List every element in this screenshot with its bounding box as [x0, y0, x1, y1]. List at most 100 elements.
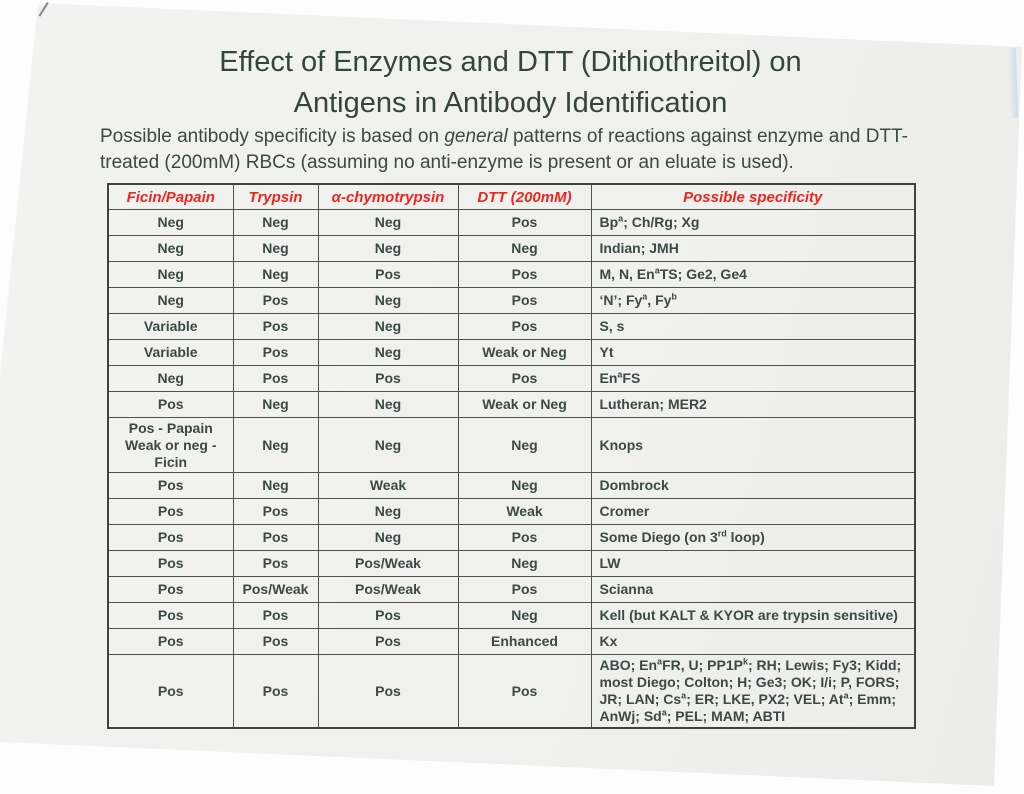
table-cell: Neg [457, 235, 592, 262]
table-row: Pos Pos Pos/Weak Neg LW [107, 550, 916, 578]
table-cell: Weak [457, 498, 592, 526]
table-cell: Pos [457, 313, 592, 340]
table-cell: Pos [232, 654, 319, 729]
table-cell: Pos/Weak [232, 576, 319, 604]
subtitle-line-1: Possible antibody specificity is based o… [100, 124, 924, 150]
table-cell: Pos [232, 498, 319, 526]
column-header: DTT (200mM) [457, 183, 592, 210]
table-cell: Neg [232, 261, 319, 288]
table-cell: Neg [107, 209, 234, 236]
table-cell: Pos [457, 524, 592, 552]
table-cell: Pos [232, 365, 319, 392]
table-cell: Weak or Neg [457, 339, 592, 366]
table-cell: Neg [107, 365, 234, 392]
table-cell: Neg [107, 235, 234, 262]
table-cell: Pos [107, 576, 234, 604]
column-header: α-chymotrypsin [317, 183, 459, 210]
table-cell: Pos [107, 472, 234, 500]
table-cell: Pos [317, 365, 459, 392]
table-row: Pos Pos/Weak Pos/Weak Pos Scianna [107, 576, 916, 604]
table-cell: Pos [317, 261, 459, 288]
table-cell: Pos [317, 602, 459, 630]
table-cell: Neg [232, 209, 319, 236]
table-cell: Some Diego (on 3rd loop) [590, 524, 916, 552]
table-cell: Pos [107, 524, 234, 552]
table-cell: Knops [590, 416, 916, 474]
table-cell: Kx [590, 628, 916, 656]
table-cell: Pos [232, 628, 319, 656]
page-title-line-1: Effect of Enzymes and DTT (Dithiothreito… [219, 46, 802, 78]
table-cell: Neg [317, 524, 459, 552]
table-cell: Neg [317, 391, 459, 418]
table-row: Variable Pos Neg Pos S, s [107, 313, 916, 340]
table-cell: LW [590, 550, 916, 578]
table-cell: ‘N’; Fya, Fyb [590, 287, 916, 314]
table-cell: Pos [457, 365, 592, 392]
table-cell: Neg [317, 209, 459, 236]
table-cell: Pos [107, 602, 234, 630]
table-cell: Neg [457, 550, 592, 578]
subtitle-text: Possible antibody specificity is based o… [100, 126, 445, 147]
table-cell: Dombrock [590, 472, 916, 500]
table-cell: Neg [317, 498, 459, 526]
table-cell: Kell (but KALT & KYOR are trypsin sensit… [590, 602, 916, 630]
table-cell: Pos [317, 654, 459, 729]
table-cell: Pos [317, 628, 459, 656]
table-cell: Neg [107, 261, 234, 288]
table-cell: Neg [317, 287, 459, 314]
table-row: Neg Pos Neg Pos ‘N’; Fya, Fyb [107, 287, 916, 314]
table-cell: Bpa; Ch/Rg; Xg [590, 209, 916, 236]
table-cell: Variable [107, 339, 234, 366]
page-subtitle: Possible antibody specificity is based o… [100, 124, 924, 176]
column-header: Ficin/Papain [107, 183, 234, 210]
table-cell: Variable [107, 313, 234, 340]
table-cell: Neg [107, 287, 234, 314]
table-cell: Neg [232, 391, 319, 418]
table-cell: Neg [457, 416, 592, 474]
table-cell: Pos [232, 339, 319, 366]
table-row: Neg Pos Pos Pos EnaFS [107, 365, 916, 392]
table-cell: Yt [590, 339, 916, 366]
table-cell: Pos [107, 391, 234, 418]
table-cell: Pos [232, 602, 319, 630]
table-cell: Neg [317, 416, 459, 474]
table-row: Pos Neg Neg Weak or Neg Lutheran; MER2 [107, 391, 916, 418]
antigen-reaction-table: Ficin/Papain Trypsin α-chymotrypsin DTT (20… [107, 183, 916, 729]
table-cell: Pos/Weak [317, 550, 459, 578]
table-cell: Neg [232, 416, 319, 474]
table-row: Neg Neg Neg Neg Indian; JMH [107, 235, 916, 262]
table-cell: Pos [107, 550, 234, 578]
table-cell: Cromer [590, 498, 916, 526]
subtitle-italic-word: general [444, 126, 508, 147]
table-row: Variable Pos Neg Weak or Neg Yt [107, 339, 916, 366]
table-row: Pos Pos Pos Enhanced Kx [107, 628, 916, 656]
table-cell: Pos [107, 498, 234, 526]
page-title: Effect of Enzymes and DTT (Dithiothreito… [107, 42, 914, 124]
table-cell: Pos [232, 313, 319, 340]
table-header-row: Ficin/Papain Trypsin α-chymotrypsin DTT (20… [107, 183, 916, 210]
table-cell: ABO; EnaFR, U; PP1Pk; RH; Lewis; Fy3; Ki… [590, 654, 916, 729]
table-cell: Pos [457, 261, 592, 288]
table-row: Pos Neg Weak Neg Dombrock [107, 472, 916, 500]
table-cell: Pos [457, 654, 592, 729]
table-cell: Pos [107, 628, 234, 656]
column-header: Trypsin [232, 183, 319, 210]
table-cell: Neg [317, 313, 459, 340]
table-cell: M, N, EnaTS; Ge2, Ge4 [590, 261, 916, 288]
table-cell: Lutheran; MER2 [590, 391, 916, 418]
table-row: Pos Pos Pos Neg Kell (but KALT & KYOR are tr… [107, 602, 916, 630]
table-cell: Neg [232, 472, 319, 500]
table-cell: Pos - Papain Weak or neg - Ficin [107, 416, 234, 474]
table-row: Pos Pos Pos Pos ABO; EnaFR, U; PP1Pk; RH; Le… [107, 654, 916, 729]
page-title-line-2: Antigens in Antibody Identification [293, 87, 728, 119]
table-row: Pos - Papain Weak or neg - Ficin Neg Neg Ne… [107, 416, 916, 474]
table-cell: Pos [232, 524, 319, 552]
table-cell: Pos [232, 287, 319, 314]
table-cell: Scianna [590, 576, 916, 604]
table-cell: Neg [317, 235, 459, 262]
table-row: Pos Pos Neg Pos Some Diego (on 3rd loop) [107, 524, 916, 552]
table-cell: EnaFS [590, 365, 916, 392]
table-row: Neg Neg Pos Pos M, N, EnaTS; Ge2, Ge4 [107, 261, 916, 288]
table-cell: Neg [232, 235, 319, 262]
